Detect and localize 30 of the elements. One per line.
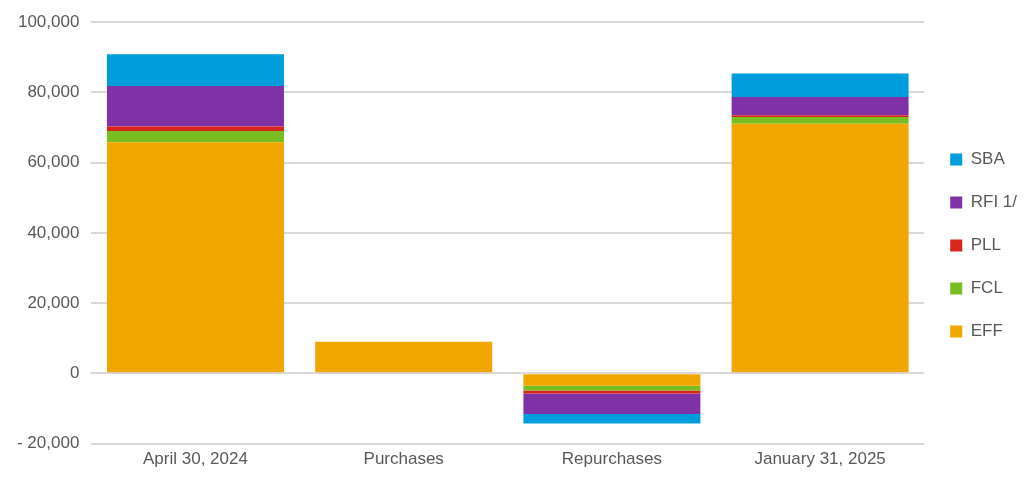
y-tick-label: 60,000: [27, 152, 80, 172]
y-tick-label: 0: [69, 363, 80, 383]
y-tick-label: - 20,000: [16, 433, 80, 453]
bar: [107, 131, 284, 143]
legend-label: EFF: [970, 321, 1003, 341]
legend-label: PLL: [970, 235, 1001, 255]
bar: [523, 374, 701, 386]
bar: [107, 54, 284, 87]
bar: [731, 123, 909, 373]
x-tick-label: April 30, 2024: [143, 449, 248, 469]
x-tick-label: Repurchases: [561, 449, 662, 469]
bar: [107, 126, 284, 132]
y-tick-label: 40,000: [27, 222, 80, 242]
bar: [523, 414, 701, 424]
legend-label: SBA: [970, 149, 1006, 169]
y-tick-label: 20,000: [27, 292, 80, 312]
bar: [731, 73, 909, 97]
bar: [731, 117, 909, 124]
legend-label: FCL: [970, 278, 1003, 298]
bar: [107, 142, 284, 373]
bar: [523, 393, 701, 415]
x-tick-label: January 31, 2025: [754, 449, 886, 469]
y-tick-label: 100,000: [17, 11, 80, 31]
y-tick-label: 80,000: [27, 82, 80, 102]
x-tick-label: Purchases: [363, 449, 444, 469]
legend-label: RFI 1/: [970, 192, 1018, 212]
bar: [315, 341, 493, 373]
bar: [731, 97, 909, 116]
bar: [107, 86, 284, 127]
bar: [523, 385, 701, 391]
